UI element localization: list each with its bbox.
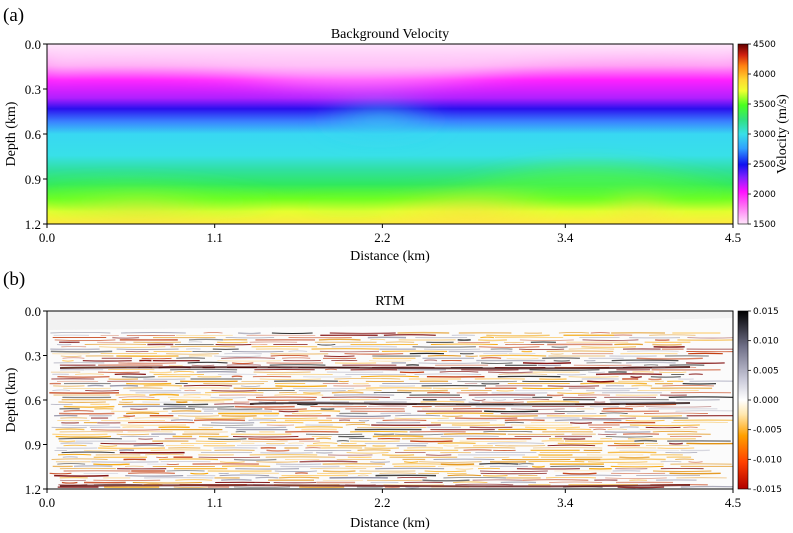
velocity-y-label: Depth (km) xyxy=(4,101,19,166)
colorbar-tick-label: 4000 xyxy=(753,70,776,80)
colorbar-tick-label: 0.015 xyxy=(753,307,779,317)
x-tick-label: 0.0 xyxy=(39,230,55,245)
panel-letter-b: (b) xyxy=(3,269,25,290)
velocity-title: Background Velocity xyxy=(331,27,449,42)
rtm-image xyxy=(47,311,733,489)
velocity-panel: (a) Background Velocity 0.0 1.1 2.2 3.4 4.50… xyxy=(3,5,790,264)
velocity-colorbar-ticks: 4500 4000 3500 3000 2500 2000 1500 xyxy=(748,40,776,230)
x-tick-label: 0.0 xyxy=(39,495,55,510)
rtm-colorbar xyxy=(737,310,749,490)
velocity-colorbar-label: Velocity (m/s) xyxy=(775,94,790,174)
rtm-x-label: Distance (km) xyxy=(350,516,430,531)
rtm-title: RTM xyxy=(375,294,405,309)
colorbar-tick-label: 2500 xyxy=(753,160,776,170)
rtm-axes: 0.0 1.1 2.2 3.4 4.5 0.0 0.3 0.6 0.9 1.2 xyxy=(25,304,741,510)
colorbar-tick-label: 1500 xyxy=(753,220,776,230)
colorbar-tick-label: 0.000 xyxy=(753,396,779,406)
velocity-heatmap xyxy=(47,44,733,224)
colorbar-tick-label: 3000 xyxy=(753,130,776,140)
x-tick-label: 4.5 xyxy=(725,495,741,510)
colorbar-tick-label: 2000 xyxy=(753,190,776,200)
velocity-axes: 0.0 1.1 2.2 3.4 4.5 0.0 0.3 0.6 0.9 1.2 xyxy=(25,37,741,245)
velocity-colorbar xyxy=(737,43,749,225)
x-tick-label: 3.4 xyxy=(557,230,574,245)
colorbar-tick-label: -0.015 xyxy=(753,485,782,495)
rtm-panel: (b) RTM 0.0 1.1 2.2 3.4 4.5 0.0 0.3 0.6 0.9 1.2 D… xyxy=(3,269,782,531)
colorbar-tick-label: -0.005 xyxy=(753,426,782,436)
x-tick-label: 2.2 xyxy=(374,495,390,510)
y-tick-label: 0.0 xyxy=(25,304,41,319)
colorbar-tick-label: 0.005 xyxy=(753,366,779,376)
x-tick-label: 3.4 xyxy=(557,495,574,510)
rtm-colorbar-ticks: 0.015 0.010 0.005 0.000 -0.005 -0.010 -0.015 xyxy=(748,307,782,495)
y-tick-label: 0.9 xyxy=(25,172,41,187)
colorbar-tick-label: -0.010 xyxy=(753,455,782,465)
x-tick-label: 4.5 xyxy=(725,230,741,245)
x-tick-label: 1.1 xyxy=(207,495,223,510)
panel-letter-a: (a) xyxy=(3,5,24,26)
y-tick-label: 0.3 xyxy=(25,349,41,364)
colorbar-tick-label: 4500 xyxy=(753,40,776,50)
x-tick-label: 1.1 xyxy=(207,230,223,245)
y-tick-label: 1.2 xyxy=(25,217,41,232)
y-tick-label: 0.3 xyxy=(25,82,41,97)
y-tick-label: 0.0 xyxy=(25,37,41,52)
rtm-y-label: Depth (km) xyxy=(4,367,19,432)
colorbar-tick-label: 3500 xyxy=(753,100,776,110)
colorbar-tick-label: 0.010 xyxy=(753,337,779,347)
x-tick-label: 2.2 xyxy=(374,230,390,245)
y-tick-label: 0.6 xyxy=(25,127,42,142)
y-tick-label: 0.6 xyxy=(25,393,42,408)
y-tick-label: 1.2 xyxy=(25,482,41,497)
y-tick-label: 0.9 xyxy=(25,438,41,453)
velocity-x-label: Distance (km) xyxy=(350,249,430,264)
